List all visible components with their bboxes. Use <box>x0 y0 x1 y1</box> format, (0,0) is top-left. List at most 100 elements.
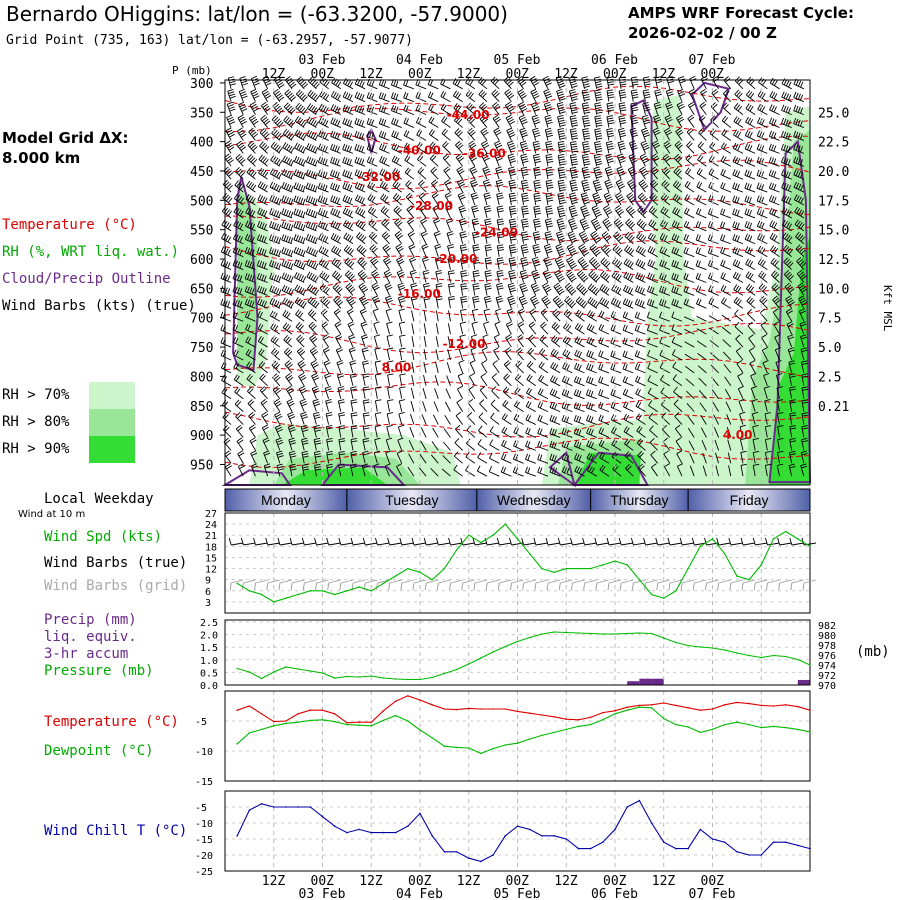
wind-barb-staff <box>574 381 585 387</box>
wind-barb-flag <box>453 464 458 470</box>
wind-barb-flag <box>545 205 552 208</box>
wind-barb-staff <box>269 252 280 258</box>
wind-barb-flag <box>571 111 578 114</box>
wind-barb-flag <box>276 301 280 307</box>
wind-barb-flag <box>357 79 361 86</box>
wind-barb-flag <box>288 236 292 243</box>
wind-barb-flag <box>500 466 504 473</box>
wind-barb <box>282 322 293 335</box>
wind-barb-flag <box>362 262 368 268</box>
wind-barb-staff <box>532 155 537 167</box>
wind-barb <box>296 347 306 361</box>
wind-barb-flag <box>495 105 501 111</box>
wind-barb-flag <box>259 386 265 391</box>
wind-barb-staff <box>533 207 537 219</box>
wind-barb-flag <box>444 192 451 196</box>
wind-barb <box>342 117 354 128</box>
wind-barb <box>529 75 540 90</box>
wind-barb-flag <box>323 336 330 341</box>
wind-barb-flag <box>543 284 550 289</box>
wind-barb <box>325 425 333 438</box>
wind-barb-staff <box>481 156 488 167</box>
wind-barb-staff <box>543 91 549 102</box>
wind-barb-flag <box>395 132 399 139</box>
wind-barb-flag <box>269 194 273 201</box>
wind-barb-staff <box>343 83 354 90</box>
wind-barb-flag <box>574 322 579 329</box>
wind-barb-staff <box>552 313 561 322</box>
wind-barb-flag <box>287 387 293 392</box>
wind-barb-flag <box>410 258 417 263</box>
wind-barb-flag <box>356 244 362 250</box>
wind-barb-flag <box>276 184 280 191</box>
wind-barb-flag <box>314 416 321 420</box>
wind-barb-flag <box>286 90 292 96</box>
wind-barb-flag <box>420 230 427 235</box>
wind-barb-flag <box>323 359 330 364</box>
wind-barb-flag <box>224 287 228 294</box>
wind-barb-staff <box>354 174 366 180</box>
wind-barb-staff <box>305 226 317 232</box>
wind-barb-staff <box>282 133 293 141</box>
wind-barb-flag <box>569 248 576 252</box>
wind-barb-flag <box>494 116 500 121</box>
wind-barb-flag <box>383 233 389 238</box>
wind-barb-flag <box>249 300 253 307</box>
wind-barb-flag <box>296 285 301 292</box>
wind-barb-flag <box>249 222 253 229</box>
wind-barb-staff <box>269 200 281 206</box>
wind-barb-flag <box>433 230 440 234</box>
wind-barb-flag <box>582 156 589 159</box>
wind-barb-staff <box>456 402 464 412</box>
wind-barb-staff <box>495 181 500 193</box>
wind-barb-staff <box>428 96 439 103</box>
wind-barb-staff <box>532 142 537 154</box>
wind-barb-flag <box>579 217 586 222</box>
wind-barb-flag <box>589 257 595 262</box>
wind-barb-flag <box>240 146 247 151</box>
wind-barb-flag <box>620 96 627 99</box>
wind-barb-flag <box>298 274 302 280</box>
wind-barb-staff <box>549 407 561 413</box>
wind-barb-staff <box>457 194 464 206</box>
wind-barb-flag <box>479 114 485 120</box>
wind-barb-flag <box>228 119 235 123</box>
wind-barb-flag <box>301 94 306 100</box>
wind-barb-staff <box>505 337 512 348</box>
wind-barb-staff <box>417 159 427 167</box>
wind-barb-flag <box>504 401 509 407</box>
wind-barb-flag <box>283 335 288 341</box>
wind-barb-flag <box>367 181 371 188</box>
wind-barb-flag <box>600 440 605 447</box>
wind-barb-flag <box>290 83 297 89</box>
wind-barb-staff <box>606 103 610 115</box>
wind-barb <box>500 466 512 477</box>
wind-barb <box>227 88 236 102</box>
wind-barb-flag <box>324 249 329 256</box>
wind-barb-flag <box>344 131 348 138</box>
wind-barb-flag <box>397 221 403 227</box>
wind-barb-staff <box>294 301 305 309</box>
wind-barb-flag <box>607 104 614 107</box>
wind-barb-staff <box>496 194 500 206</box>
wind-barb <box>432 205 440 219</box>
wind-barb-flag <box>473 272 480 275</box>
wind-barb <box>366 130 378 141</box>
wind-barb-flag <box>540 349 546 355</box>
wind-barb-flag <box>521 192 528 195</box>
wind-barb <box>508 269 517 283</box>
wind-barb-flag <box>356 92 361 99</box>
wind-barb <box>378 105 390 116</box>
wind-barb <box>581 102 591 115</box>
wind-barb-flag <box>606 249 612 255</box>
wind-barb-flag <box>285 196 289 203</box>
wind-barb <box>336 360 344 374</box>
wind-barb-flag <box>366 91 370 98</box>
wind-barb-flag <box>469 372 475 377</box>
wind-barb <box>293 221 306 232</box>
wind-barb-staff <box>574 433 585 438</box>
wind-barb-staff <box>232 304 244 309</box>
wind-barb-flag <box>281 221 285 228</box>
wind-barb-flag <box>585 402 589 408</box>
wind-barb-flag <box>278 198 282 205</box>
